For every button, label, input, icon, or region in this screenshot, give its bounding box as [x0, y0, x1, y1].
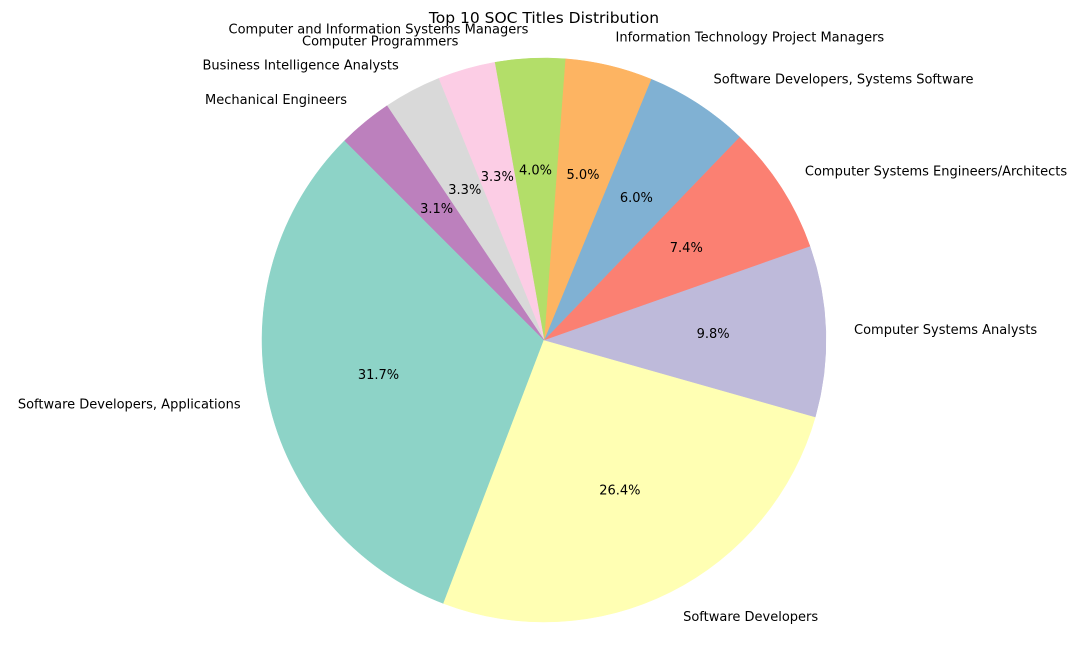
slice-percent-label: 3.1%	[420, 202, 453, 217]
slice-label: Business Intelligence Analysts	[203, 58, 400, 73]
pie-slice	[543, 245, 827, 418]
slice-label: Software Developers	[683, 610, 818, 625]
slice-percent-label: 7.4%	[670, 241, 703, 256]
slice-percent-label: 31.7%	[358, 368, 399, 383]
slice-label: Software Developers, Systems Software	[714, 73, 974, 88]
pie-slice	[443, 339, 816, 623]
slice-label: Software Developers, Applications	[18, 397, 241, 412]
slice-percent-label: 4.0%	[519, 164, 552, 179]
slice-label: Computer and Information Systems Manager…	[229, 23, 529, 38]
slice-percent-label: 26.4%	[599, 484, 640, 499]
slice-label: Computer Programmers	[302, 34, 459, 49]
slice-label: Computer Systems Engineers/Architects	[805, 165, 1067, 180]
slice-percent-label: 6.0%	[620, 191, 653, 206]
pie-slices	[261, 57, 827, 623]
slice-percent-label: 3.3%	[448, 183, 481, 198]
slice-label: Computer Systems Analysts	[854, 323, 1037, 338]
slice-label: Mechanical Engineers	[205, 93, 347, 108]
pie-slice	[543, 136, 811, 341]
chart-title: Top 10 SOC Titles Distribution	[428, 9, 659, 27]
slice-label: Information Technology Project Managers	[616, 31, 885, 46]
slice-percent-label: 5.0%	[566, 168, 599, 183]
slice-percent-label: 3.3%	[481, 170, 514, 185]
slice-percent-label: 9.8%	[697, 327, 730, 342]
pie-slice	[261, 140, 545, 604]
pie-slice	[344, 105, 545, 341]
pie-labels: Software Developers, Applications 31.7% So…	[18, 23, 1068, 625]
